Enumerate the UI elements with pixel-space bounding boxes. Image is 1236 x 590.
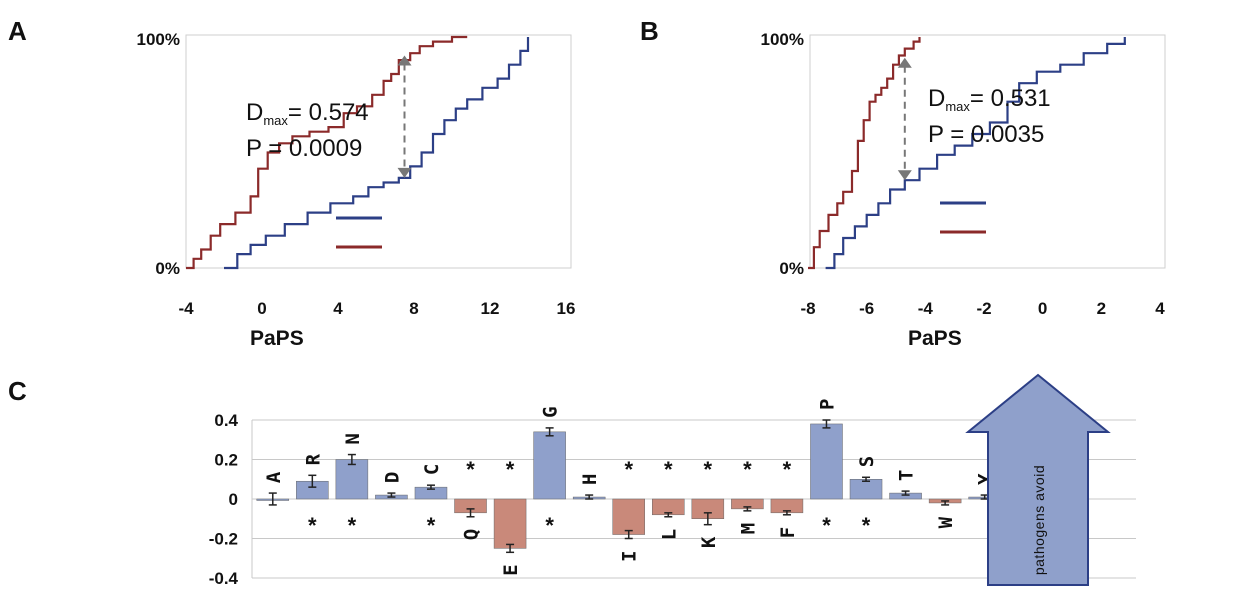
dmax-arrowhead-down: [897, 170, 912, 181]
significance-star: *: [624, 457, 633, 482]
category-label-E: E: [500, 564, 522, 575]
category-label-K: K: [698, 536, 720, 548]
category-label-W: W: [935, 516, 957, 528]
category-label-Q: Q: [461, 529, 483, 540]
p-value-annotation: P = 0.0035: [928, 121, 1044, 148]
cdf-series-0: [808, 37, 921, 270]
dmax-arrowhead-up: [397, 55, 412, 66]
y-tick-label: 0.4: [214, 411, 238, 430]
significance-star: *: [545, 513, 554, 538]
category-label-L: L: [658, 529, 680, 540]
bar-E: [493, 498, 527, 549]
x-tick-label: 0: [257, 299, 266, 318]
x-tick-labels: -8 -6 -4 -2 0 2 4: [800, 299, 1165, 318]
y-tick-bottom: 0%: [155, 259, 180, 278]
category-label-H: H: [579, 474, 601, 485]
category-label-S: S: [856, 456, 878, 467]
x-tick-label: -6: [859, 299, 874, 318]
bar-I: [612, 498, 645, 535]
significance-star: *: [822, 513, 831, 538]
cdf-series-1: [825, 37, 1126, 270]
x-tick-label: 4: [1155, 299, 1165, 318]
cdf-lines: [808, 37, 1126, 270]
x-tick-label: 2: [1097, 299, 1106, 318]
category-label-C: C: [421, 464, 443, 475]
cdf-lines: [186, 35, 530, 270]
y-tick-label: -0.4: [209, 569, 239, 588]
x-axis-label: PaPS: [250, 327, 304, 350]
significance-star: *: [348, 513, 357, 538]
category-label-R: R: [302, 453, 324, 465]
y-tick-top: 100%: [137, 30, 180, 49]
significance-star: *: [704, 457, 713, 482]
significance-star: *: [308, 513, 317, 538]
dmax-annotation: Dmax= 0.531: [928, 85, 1051, 114]
plot-frame: [185, 34, 572, 269]
significance-star: *: [743, 457, 752, 482]
x-tick-label: 4: [333, 299, 343, 318]
y-tick-labels: 0.4 0.2 0 -0.2 -0.4: [209, 411, 239, 588]
significance-star: *: [664, 457, 673, 482]
x-tick-label: 12: [481, 299, 500, 318]
significance-star: *: [862, 513, 871, 538]
x-tick-label: -2: [976, 299, 991, 318]
y-tick-bottom: 0%: [779, 259, 804, 278]
category-label-A: A: [263, 471, 285, 483]
bar-P: [810, 423, 843, 500]
panel-label-a: A: [8, 16, 27, 46]
bar-N: [335, 459, 369, 500]
category-label-I: I: [619, 551, 641, 562]
cdf-panel-b: 100% 0% PaPS -8 -6 -4 -2 0 2 4 Dmax= 0.531 P =…: [761, 30, 1166, 350]
pathogens-avoid-arrow: [965, 373, 1111, 586]
panel-label-c: C: [8, 376, 27, 406]
bar-S: [849, 479, 883, 500]
significance-star: *: [427, 513, 436, 538]
dmax-arrowhead-down: [397, 167, 412, 178]
cdf-panel-a: 100% 0% PaPS -4 0 4 8 12 16 Dmax= 0.574 P = 0…: [137, 30, 576, 350]
x-tick-label: -4: [918, 299, 934, 318]
x-axis-label: PaPS: [908, 327, 962, 350]
category-label-M: M: [737, 523, 759, 534]
category-label-N: N: [342, 433, 364, 444]
category-label-F: F: [777, 527, 799, 538]
x-tick-label: -4: [178, 299, 194, 318]
category-label-G: G: [540, 406, 562, 417]
y-tick-top: 100%: [761, 30, 804, 49]
arrow-label: pathogens avoid: [1031, 465, 1047, 575]
x-tick-label: -8: [800, 299, 815, 318]
significance-star: *: [783, 457, 792, 482]
p-value-annotation: P = 0.0009: [246, 135, 362, 162]
x-tick-label: 8: [409, 299, 418, 318]
dmax-annotation: Dmax= 0.574: [246, 99, 369, 128]
y-tick-label: 0: [229, 490, 238, 509]
cdf-series-0: [186, 35, 468, 270]
panel-label-b: B: [640, 16, 659, 46]
cdf-series-1: [224, 37, 530, 270]
plot-frame: [809, 34, 1166, 269]
bar-G: [533, 431, 566, 500]
y-tick-label: 0.2: [214, 451, 238, 470]
significance-star: *: [466, 457, 475, 482]
significance-star: *: [506, 457, 515, 482]
y-tick-label: -0.2: [209, 530, 238, 549]
category-label-T: T: [896, 470, 918, 481]
dmax-arrowhead-up: [897, 57, 912, 68]
category-label-P: P: [816, 399, 838, 410]
x-tick-label: 0: [1038, 299, 1047, 318]
x-tick-label: 16: [557, 299, 576, 318]
bar-panel-c: 0.4 0.2 0 -0.2 -0.4 A R * N * D C * Q * E * G * H I * L * K * M * F…: [209, 373, 1136, 588]
bars: AR*N*DC*Q*E*G*HI*L*K*M*F*P*S*TWYV: [256, 399, 1041, 576]
x-tick-labels: -4 0 4 8 12 16: [178, 299, 575, 318]
category-label-D: D: [381, 472, 403, 483]
